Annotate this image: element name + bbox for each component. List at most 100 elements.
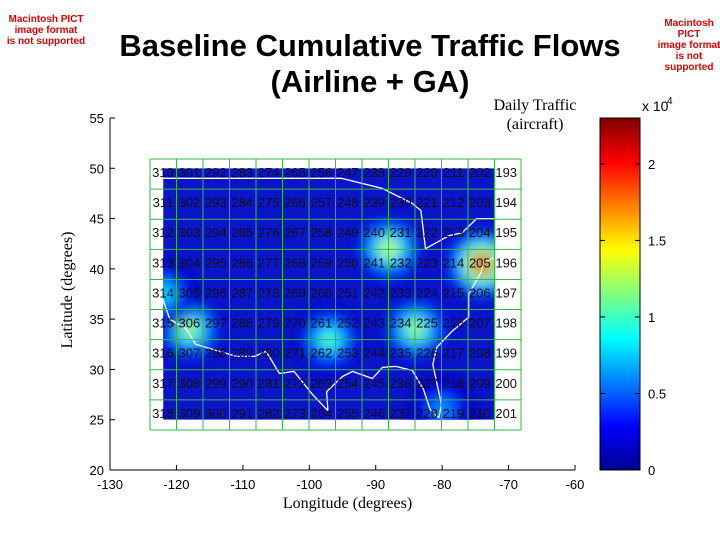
x-axis-label: Longitude (degrees) [283, 495, 412, 512]
cell-id-label: 234 [390, 316, 412, 331]
cell-id-label: 282 [258, 406, 280, 421]
cell-id-label: 297 [205, 316, 227, 331]
cell-id-label: 296 [205, 285, 227, 300]
cell-id-label: 221 [416, 195, 438, 210]
cell-id-label: 238 [363, 165, 385, 180]
cell-id-label: 286 [231, 255, 253, 270]
y-tick-label: 35 [90, 312, 104, 327]
colorbar-gradient [599, 117, 641, 471]
cell-id-label: 266 [284, 195, 306, 210]
cell-id-label: 283 [231, 165, 253, 180]
cell-id-label: 247 [337, 165, 359, 180]
colorbar: 0 0.5 1 1.5 2 x 104 [599, 96, 673, 478]
cell-id-label: 284 [231, 195, 253, 210]
cell-id-label: 300 [205, 406, 227, 421]
cell-grid [149, 158, 522, 431]
cell-id-label: 254 [337, 376, 359, 391]
cell-id-label: 305 [179, 285, 201, 300]
cell-id-label: 205 [469, 255, 491, 270]
cell-id-label: 237 [390, 406, 412, 421]
colorbar-tick-label: 1.5 [648, 233, 666, 248]
cell-id-label: 250 [337, 255, 359, 270]
pict-notice-line: is not supported [6, 36, 86, 47]
colorbar-tick-label: 1 [648, 310, 655, 325]
cell-id-label: 193 [495, 165, 517, 180]
cell-id-label: 243 [363, 316, 385, 331]
pict-notice-line: image format [657, 40, 720, 51]
cell-id-label: 263 [311, 376, 333, 391]
cell-id-label: 309 [179, 406, 201, 421]
cell-id-label: 315 [152, 316, 174, 331]
pict-notice-right: Macintosh PICT image format is not suppo… [656, 18, 720, 73]
cell-id-label: 260 [311, 285, 333, 300]
cell-id-label: 255 [337, 406, 359, 421]
cell-id-label: 264 [311, 406, 333, 421]
cell-id-label: 244 [363, 346, 385, 361]
cell-id-label: 248 [337, 195, 359, 210]
traffic-hotspot [163, 288, 170, 300]
traffic-hotspot [436, 403, 449, 416]
cell-id-label: 251 [337, 285, 359, 300]
cell-id-label: 307 [179, 346, 201, 361]
pict-notice-line: is not supported [664, 51, 714, 73]
cell-id-label: 280 [258, 346, 280, 361]
cell-id-label: 318 [152, 406, 174, 421]
cell-id-label: 197 [495, 285, 517, 300]
cell-id-label: 214 [443, 255, 465, 270]
colorbar-tick-label: 2 [648, 157, 655, 172]
cell-id-label: 212 [443, 195, 465, 210]
cell-id-label: 279 [258, 316, 280, 331]
cell-id-label: 269 [284, 285, 306, 300]
cell-id-label: 288 [231, 316, 253, 331]
cell-id-label: 240 [363, 225, 385, 240]
cell-id-label: 256 [311, 165, 333, 180]
cell-id-label: 217 [443, 346, 465, 361]
y-tick-label: 50 [90, 161, 104, 176]
cell-id-label: 223 [416, 255, 438, 270]
cell-id-label: 316 [152, 346, 174, 361]
chart-title-line2: (Airline + GA) [270, 64, 470, 99]
cell-id-label: 225 [416, 316, 438, 331]
cell-id-label: 294 [205, 225, 227, 240]
cell-id-label: 301 [179, 165, 201, 180]
axis-ticks: -130 -120 -110 -100 -90 -80 -70 -60 55 50 45 40 35 30… [59, 111, 584, 512]
cell-id-label: 295 [205, 255, 227, 270]
cell-id-label: 199 [495, 346, 517, 361]
cell-id-label: 270 [284, 316, 306, 331]
cell-id-label: 216 [443, 316, 465, 331]
cell-id-label: 292 [205, 165, 227, 180]
cell-id-label: 249 [337, 225, 359, 240]
cell-id-label: 228 [416, 406, 438, 421]
traffic-hotspot [409, 323, 422, 336]
x-tick-label: -70 [499, 477, 518, 492]
cell-id-label: 206 [469, 285, 491, 300]
cell-id-label: 275 [258, 195, 280, 210]
cell-id-label: 220 [416, 165, 438, 180]
x-tick-label: -110 [230, 477, 255, 492]
pict-notice-line: image format [14, 25, 78, 36]
cell-id-label: 194 [495, 195, 517, 210]
traffic-hotspot [183, 323, 196, 336]
coastline-segment [142, 168, 197, 345]
cell-id-label: 277 [258, 255, 280, 270]
chart-title-line1: Baseline Cumulative Traffic Flows [119, 28, 621, 63]
pict-notice-line: Macintosh PICT [8, 14, 84, 25]
cell-id-label: 222 [416, 225, 438, 240]
cell-id-label: 312 [152, 225, 174, 240]
cell-id-label: 302 [179, 195, 201, 210]
chart-title: Baseline Cumulative Traffic Flows (Airli… [90, 28, 650, 100]
cell-id-label: 235 [390, 346, 412, 361]
cell-id-label: 313 [152, 255, 174, 270]
x-tick-label: -80 [433, 477, 452, 492]
cell-id-label: 285 [231, 225, 253, 240]
cell-id-label: 209 [469, 376, 491, 391]
colorbar-label: Daily Traffic (aircraft) [470, 96, 600, 134]
cell-id-label: 317 [152, 376, 174, 391]
cell-id-label: 265 [284, 165, 306, 180]
cell-id-label: 290 [231, 376, 253, 391]
colorbar-tick-label: 0.5 [648, 386, 666, 401]
cell-id-label: 262 [311, 346, 333, 361]
cell-id-label: 278 [258, 285, 280, 300]
cell-id-label: 226 [416, 346, 438, 361]
cell-id-label: 304 [179, 255, 201, 270]
